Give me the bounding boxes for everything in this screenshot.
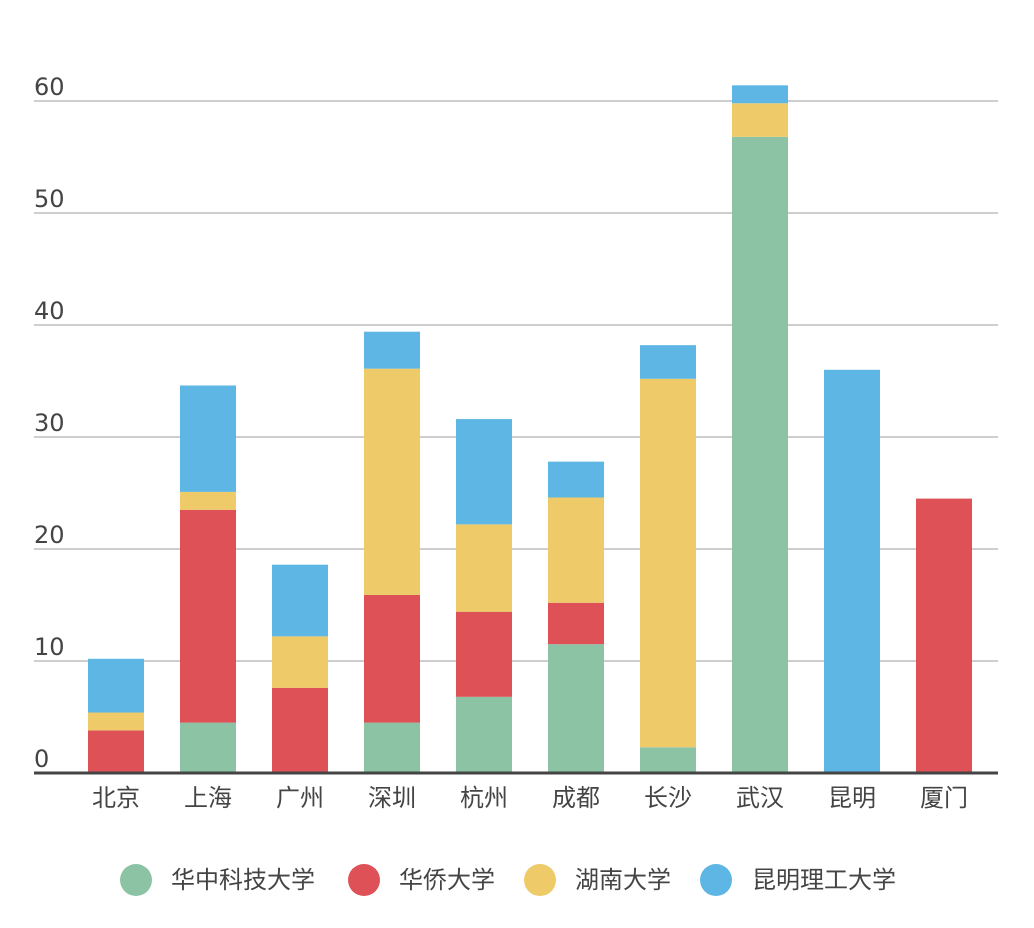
bar-segment-长沙-华中科技大学 [640,747,696,773]
bar-segment-上海-昆明理工大学 [180,385,236,492]
x-tick-label: 昆明 [828,784,876,812]
x-tick-label: 上海 [184,784,232,812]
bar-segment-成都-昆明理工大学 [548,461,604,498]
bar-segment-杭州-华中科技大学 [456,696,512,773]
bar-segment-杭州-华侨大学 [456,611,512,697]
bar-segment-深圳-昆明理工大学 [364,331,420,369]
bar-segment-成都-华侨大学 [548,602,604,645]
y-tick-label: 50 [34,185,65,213]
bar-segment-深圳-华中科技大学 [364,722,420,773]
bar-segment-武汉-昆明理工大学 [732,85,788,104]
bar-segment-北京-华侨大学 [88,730,144,773]
bar-segment-上海-华侨大学 [180,509,236,723]
bar-segment-深圳-湖南大学 [364,368,420,595]
legend-swatch-华侨大学 [348,864,380,896]
y-tick-label: 60 [34,73,65,101]
legend-label: 华中科技大学 [171,866,315,894]
bar-segment-广州-昆明理工大学 [272,564,328,637]
bar-segment-深圳-华侨大学 [364,594,420,723]
y-tick-label: 40 [34,297,65,325]
legend-swatch-昆明理工大学 [700,864,732,896]
bar-segment-厦门-华侨大学 [916,498,972,773]
legend-label: 湖南大学 [575,866,671,894]
bar-segment-长沙-湖南大学 [640,378,696,748]
bar-segment-北京-湖南大学 [88,712,144,731]
bar-segment-上海-湖南大学 [180,491,236,510]
y-tick-label: 10 [34,633,65,661]
x-tick-label: 广州 [276,784,324,812]
legend-label: 华侨大学 [399,866,495,894]
legend-label: 昆明理工大学 [752,866,896,894]
legend-swatch-湖南大学 [524,864,556,896]
x-tick-label: 北京 [92,784,140,812]
bar-segment-上海-华中科技大学 [180,722,236,773]
x-tick-label: 武汉 [736,784,784,812]
legend-swatch-华中科技大学 [120,864,152,896]
bars [88,85,972,774]
bar-segment-成都-湖南大学 [548,497,604,603]
x-tick-label: 深圳 [368,784,416,812]
legend: 华中科技大学 华侨大学 湖南大学 昆明理工大学 [120,864,896,896]
bar-segment-杭州-昆明理工大学 [456,419,512,525]
bar-segment-北京-昆明理工大学 [88,658,144,713]
bar-segment-广州-湖南大学 [272,636,328,688]
bar-segment-成都-华中科技大学 [548,644,604,773]
x-tick-label: 成都 [552,784,600,812]
bar-segment-昆明-昆明理工大学 [824,369,880,773]
x-axis-labels: 北京 上海 广州 深圳 杭州 成都 长沙 武汉 昆明 厦门 [92,784,968,812]
bar-segment-长沙-昆明理工大学 [640,345,696,379]
x-tick-label: 厦门 [920,784,968,812]
y-axis-ticks: 0 10 20 30 40 50 60 [34,73,65,773]
x-tick-label: 杭州 [460,784,508,812]
bar-segment-武汉-华中科技大学 [732,136,788,774]
x-tick-label: 长沙 [644,784,692,812]
bar-segment-广州-华侨大学 [272,687,328,773]
y-tick-label: 20 [34,521,65,549]
y-tick-label: 0 [34,745,49,773]
y-tick-label: 30 [34,409,65,437]
bar-segment-武汉-湖南大学 [732,103,788,137]
bar-segment-杭州-湖南大学 [456,524,512,612]
